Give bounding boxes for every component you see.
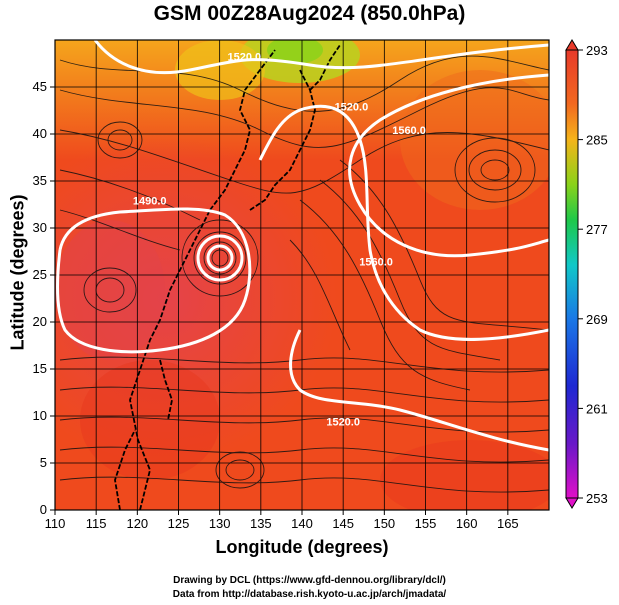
contour-label: 1560.0 xyxy=(359,257,393,269)
contour-labels: 1520.0 1520.0 1490.0 1560.0 1560.0 1520.… xyxy=(133,52,426,429)
temperature-field xyxy=(55,40,549,510)
height-contours xyxy=(56,40,549,452)
x-tick-label: 145 xyxy=(332,516,354,531)
data-credit: Data from http://database.rish.kyoto-u.a… xyxy=(172,589,447,600)
colorbar-tick-label: 293 xyxy=(586,43,608,58)
contour-label: 1490.0 xyxy=(133,196,167,208)
y-tick-label: 10 xyxy=(33,408,47,423)
y-tick-label: 45 xyxy=(33,79,47,94)
x-tick-label: 120 xyxy=(126,516,148,531)
y-tick-label: 30 xyxy=(33,220,47,235)
x-tick-label: 160 xyxy=(456,516,478,531)
y-axis-label: Latitude (degrees) xyxy=(7,194,28,351)
colorbar-tick-label: 285 xyxy=(586,133,608,148)
y-tick-label: 35 xyxy=(33,173,47,188)
y-axis: 0 5 10 15 20 25 30 35 40 45 xyxy=(33,79,55,517)
x-tick-label: 110 xyxy=(45,516,66,531)
x-tick-label: 150 xyxy=(373,516,395,531)
chart-title: GSM 00Z28Aug2024 (850.0hPa) xyxy=(153,2,466,25)
colorbar-bottom-arrow xyxy=(565,497,579,509)
y-tick-label: 25 xyxy=(33,267,47,282)
y-tick-label: 0 xyxy=(40,502,47,517)
x-tick-label: 155 xyxy=(415,516,437,531)
x-axis-label: Longitude (degrees) xyxy=(215,537,389,557)
contour-label: 1520.0 xyxy=(326,416,360,428)
x-tick-label: 125 xyxy=(168,516,190,531)
x-tick-label: 140 xyxy=(291,516,313,531)
x-tick-label: 165 xyxy=(497,516,519,531)
x-tick-label: 115 xyxy=(86,516,107,531)
colorbar-tick-label: 261 xyxy=(586,401,608,416)
y-tick-label: 40 xyxy=(33,126,47,141)
contour-label: 1520.0 xyxy=(335,102,369,114)
colorbar-top-arrow xyxy=(565,39,579,51)
colorbar-scale xyxy=(565,49,579,499)
y-tick-label: 15 xyxy=(33,361,47,376)
colorbar-tick-label: 253 xyxy=(586,491,608,506)
colorbar-tick-label: 269 xyxy=(586,312,608,327)
colorbar: 293 285 277 269 261 253 xyxy=(565,39,608,509)
x-tick-label: 130 xyxy=(209,516,231,531)
x-axis: 110 115 120 125 130 135 140 145 150 155 160 165 xyxy=(45,510,519,531)
drawing-credit: Drawing by DCL (https://www.gfd-dennou.o… xyxy=(173,575,446,586)
coastlines xyxy=(114,44,341,510)
contour-label: 1560.0 xyxy=(392,125,426,137)
y-tick-label: 20 xyxy=(33,314,47,329)
y-tick-label: 5 xyxy=(40,455,47,470)
colorbar-tick-label: 277 xyxy=(586,222,608,237)
contour-label: 1520.0 xyxy=(228,52,262,64)
x-tick-label: 135 xyxy=(250,516,272,531)
